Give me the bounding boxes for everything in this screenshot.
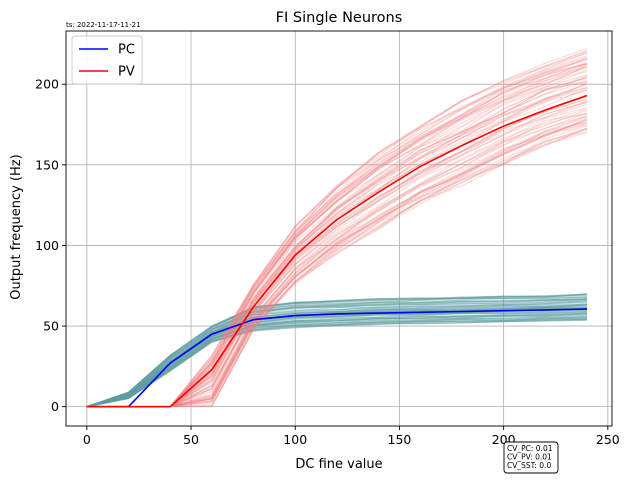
pc-neuron-trace	[86, 298, 588, 408]
pc-neuron-trace	[86, 296, 588, 408]
pc-neuron-trace	[86, 300, 588, 408]
pc-neuron-trace	[86, 313, 588, 408]
pc-neuron-trace	[86, 314, 588, 408]
pc-neuron-trace	[86, 318, 588, 408]
plot-background	[66, 31, 612, 426]
pc-neuron-trace	[86, 297, 588, 408]
x-tick-label: 0	[83, 432, 91, 447]
pc-neuron-trace	[86, 303, 588, 408]
x-tick-label: 50	[183, 432, 199, 447]
pc-neuron-trace	[86, 310, 588, 408]
pc-neuron-trace	[86, 310, 588, 408]
axes-frame	[65, 30, 613, 427]
x-tick-label: 150	[388, 432, 412, 447]
pc-neuron-trace	[86, 304, 588, 408]
pc-neuron-trace	[86, 315, 588, 408]
cv-annotation-line: CV_SST: 0.0	[507, 461, 551, 470]
pc-neuron-trace	[86, 315, 588, 408]
pc-neuron-trace	[86, 298, 588, 408]
pc-neuron-trace	[86, 301, 588, 408]
pc-neuron-trace	[86, 298, 588, 408]
pc-neuron-trace	[86, 319, 588, 408]
pc-neuron-trace	[86, 305, 588, 408]
pc-neuron-trace	[86, 293, 588, 408]
pc-neuron-trace	[86, 309, 588, 408]
pc-neuron-trace	[86, 313, 588, 408]
pc-neuron-trace	[86, 296, 588, 408]
pc-neuron-trace	[86, 293, 588, 408]
pc-neuron-trace	[86, 317, 588, 408]
pc-neuron-trace	[86, 299, 588, 408]
axes-border	[65, 30, 613, 427]
pc-neuron-trace	[86, 316, 588, 408]
pc-neuron-trace	[86, 293, 588, 408]
x-tick-label: 100	[283, 432, 307, 447]
mean-series-lines	[86, 94, 588, 408]
pc-neuron-trace	[86, 298, 588, 408]
legend-box	[71, 35, 143, 85]
pc-neuron-trace	[86, 311, 588, 408]
y-tick-label: 50	[43, 319, 59, 334]
pc-neuron-trace	[86, 303, 588, 408]
grid-lines	[66, 31, 612, 426]
series-pc-line	[86, 308, 588, 408]
pc-neuron-trace	[86, 298, 588, 408]
pc-neuron-trace	[86, 299, 588, 408]
pc-neuron-trace	[86, 316, 588, 408]
y-axis-ticks: 0 50 100 150 200	[35, 77, 66, 414]
y-tick-label: 0	[51, 399, 59, 414]
cv-annotation-line: CV_PV: 0.01	[507, 453, 552, 462]
pc-neuron-trace	[86, 312, 588, 408]
y-tick-label: 100	[35, 238, 59, 253]
pc-neuron-trace	[86, 300, 588, 408]
y-tick-label: 150	[35, 157, 59, 172]
cv-annotation-line: CV_PC: 0.01	[507, 444, 553, 453]
x-tick-label: 250	[596, 432, 620, 447]
pc-neuron-trace	[86, 317, 588, 408]
pc-neuron-trace	[86, 318, 588, 408]
legend: PC PV	[71, 35, 143, 85]
x-axis-label: DC fine value	[295, 457, 382, 472]
pc-neuron-trace	[86, 318, 588, 408]
timestamp-label: ts: 2022-11-17-11-21	[66, 21, 141, 29]
pc-neuron-trace	[86, 303, 588, 408]
pc-neuron-trace	[86, 296, 588, 408]
pc-neuron-trace	[86, 311, 588, 408]
pc-neuron-trace	[86, 294, 588, 408]
pc-neuron-trace	[86, 314, 588, 408]
cv-box-border	[503, 441, 559, 474]
plot-area	[66, 31, 612, 426]
pc-neuron-trace	[86, 295, 588, 408]
pc-neuron-trace	[86, 317, 588, 408]
pc-neuron-trace	[86, 319, 588, 408]
pc-neuron-trace	[86, 312, 588, 408]
pc-neuron-trace	[86, 310, 588, 408]
pc-neuron-trace	[86, 293, 588, 408]
legend-label-pc: PC	[118, 43, 135, 58]
chart-title: FI Single Neurons	[276, 10, 403, 26]
legend-label-pv: PV	[118, 65, 135, 80]
pc-neuron-trace	[86, 300, 588, 408]
pc-neuron-trace	[86, 293, 588, 408]
series-pv-line	[86, 94, 588, 408]
pc-neuron-trace	[86, 319, 588, 408]
y-tick-label: 200	[35, 77, 59, 92]
y-axis-label: Output frequency (Hz)	[9, 154, 24, 299]
pc-neuron-trace	[86, 312, 588, 408]
